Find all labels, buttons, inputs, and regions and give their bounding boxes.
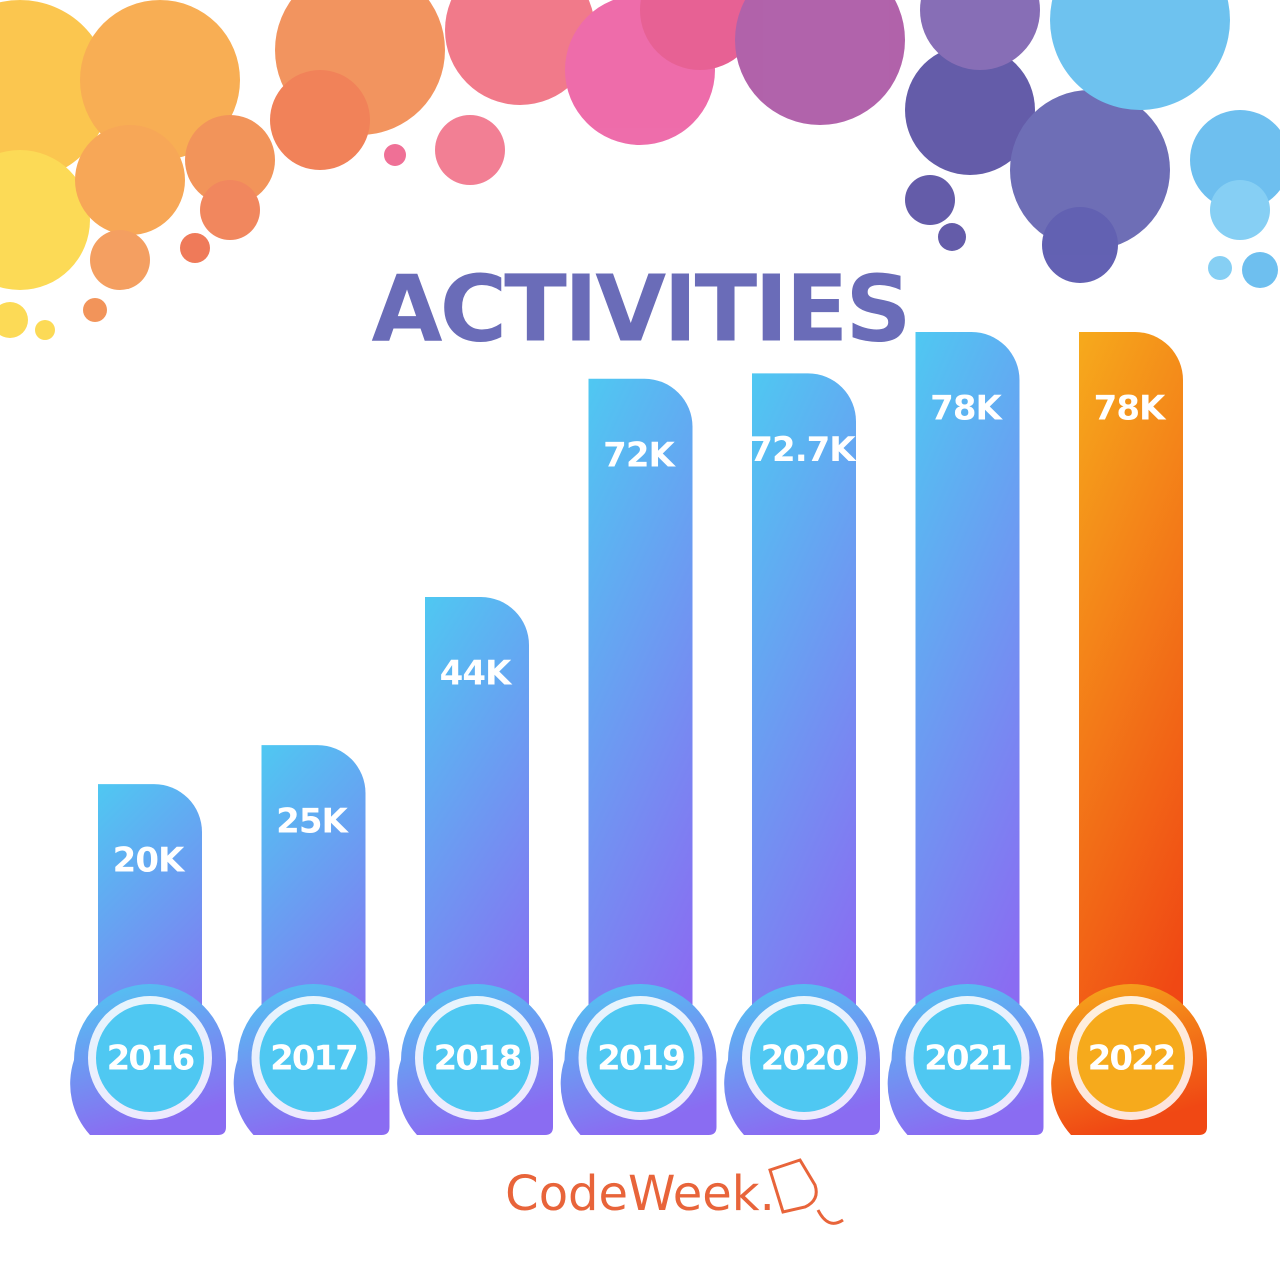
data-label: 72K <box>603 435 676 475</box>
bar <box>1079 332 1183 1135</box>
x-tick-label: 2017 <box>270 1039 357 1079</box>
year-badge <box>1077 1004 1185 1112</box>
x-tick-label: 2021 <box>924 1039 1011 1079</box>
bar <box>752 373 856 1135</box>
year-badge <box>96 1004 204 1112</box>
data-label: 78K <box>1094 389 1167 429</box>
year-badge <box>259 1004 368 1112</box>
x-tick-label: 2016 <box>107 1039 194 1079</box>
bar <box>915 332 1020 1135</box>
year-badge <box>423 1004 531 1112</box>
year-badge <box>750 1004 858 1112</box>
data-label: 44K <box>440 654 513 694</box>
data-label: 72.7K <box>749 430 857 470</box>
chart-title: ACTIVITIES <box>371 255 908 362</box>
footer-logo: CodeWeek. <box>505 1166 775 1222</box>
data-label: 25K <box>276 802 349 842</box>
data-label: 78K <box>930 389 1003 429</box>
data-label: 20K <box>113 841 186 881</box>
x-tick-label: 2018 <box>434 1039 521 1079</box>
year-badge <box>913 1004 1022 1112</box>
x-tick-label: 2022 <box>1088 1039 1175 1079</box>
bar <box>588 378 693 1135</box>
x-tick-label: 2019 <box>597 1039 684 1079</box>
x-tick-label: 2020 <box>761 1039 849 1079</box>
logo-icon <box>768 1158 844 1225</box>
decoration <box>0 0 1280 340</box>
year-badge <box>586 1004 695 1112</box>
